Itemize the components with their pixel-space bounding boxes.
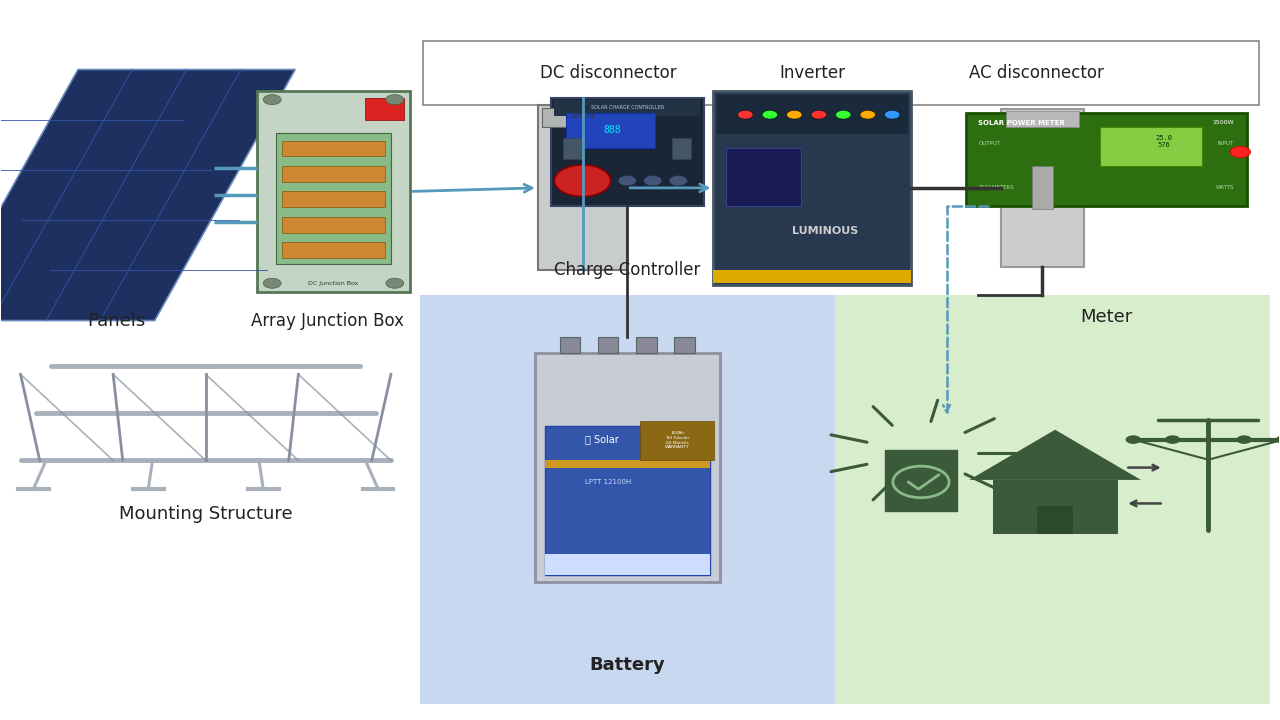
Bar [550,98,704,206]
Bar [675,337,695,353]
Bar [563,138,582,159]
Circle shape [669,176,687,186]
Circle shape [567,176,585,186]
Bar [1006,111,1079,127]
Bar [559,337,580,353]
Circle shape [264,94,282,104]
Text: AC disconnector: AC disconnector [969,64,1103,82]
Bar [640,421,714,460]
Polygon shape [0,70,296,320]
Bar [283,166,384,181]
Bar [365,98,403,120]
Text: OUTPUT: OUTPUT [978,141,1001,146]
Bar [283,217,384,233]
Bar [545,554,709,575]
Text: Panels: Panels [87,312,146,330]
Text: SOLAR CHARGE CONTROLLER: SOLAR CHARGE CONTROLLER [590,105,664,110]
Bar [420,295,836,704]
Bar [636,337,657,353]
Bar [965,112,1247,206]
Text: SOLAR POWER METER: SOLAR POWER METER [978,120,1065,126]
Bar [1100,127,1202,166]
Bar [717,94,908,134]
Bar [535,353,719,582]
Circle shape [737,110,753,119]
Bar [538,105,627,270]
Text: LUMINOUS: LUMINOUS [792,226,859,236]
Bar [283,243,384,258]
Text: 1500W: 1500W [1212,120,1234,125]
Bar [836,295,1270,704]
Circle shape [884,110,900,119]
Circle shape [836,110,851,119]
Bar [886,450,956,510]
Circle shape [264,278,282,288]
Text: Meter: Meter [1080,308,1133,326]
Bar [672,138,691,159]
Circle shape [787,110,803,119]
Text: PARAMETERS: PARAMETERS [978,185,1014,190]
Text: 100Ah
Tall Tubular
60 Months
WARRANTY: 100Ah Tall Tubular 60 Months WARRANTY [664,431,690,449]
Bar [992,480,1117,534]
Bar [1032,166,1052,210]
Text: DC disconnector: DC disconnector [540,64,676,82]
Text: LPTT 12100H: LPTT 12100H [585,479,631,485]
Text: Ⓢ Solar: Ⓢ Solar [585,434,618,444]
Circle shape [1230,146,1251,158]
Circle shape [593,176,611,186]
Circle shape [1165,436,1180,444]
Text: INPUT: INPUT [1217,141,1234,146]
Text: EATON: EATON [571,112,594,119]
Circle shape [860,110,876,119]
Bar [1037,506,1073,534]
Circle shape [762,110,777,119]
Text: Mounting Structure: Mounting Structure [119,505,293,523]
Bar [598,337,618,353]
Text: 25.0
576: 25.0 576 [1155,135,1172,148]
Bar [713,270,911,283]
Circle shape [1276,436,1280,444]
Bar [1001,109,1084,267]
Polygon shape [969,430,1140,480]
Bar [554,100,700,116]
Circle shape [385,278,403,288]
Bar [726,148,801,206]
Circle shape [385,94,403,104]
Bar [422,41,1260,105]
Text: Battery: Battery [589,656,666,674]
Bar [566,112,655,148]
Bar [545,426,709,575]
Bar [276,133,390,264]
Circle shape [1125,436,1140,444]
Text: WATTS: WATTS [1216,185,1234,190]
Bar [283,192,384,207]
Bar [713,91,911,284]
Circle shape [644,176,662,186]
Text: DC Junction Box: DC Junction Box [308,281,358,286]
Circle shape [554,165,611,197]
Bar [545,460,709,467]
Text: Array Junction Box: Array Junction Box [251,312,403,330]
Bar [257,91,410,292]
Text: 888: 888 [603,125,621,135]
Circle shape [812,110,827,119]
Bar [541,107,623,127]
Circle shape [618,176,636,186]
Text: Inverter: Inverter [780,64,845,82]
Text: Charge Controller: Charge Controller [554,261,700,279]
Circle shape [1236,436,1252,444]
Bar [283,140,384,156]
